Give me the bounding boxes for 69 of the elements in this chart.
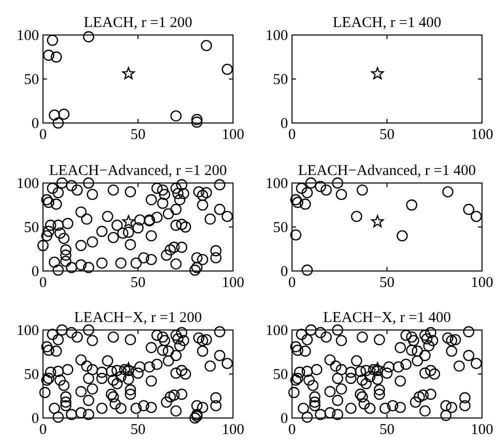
point [302, 264, 313, 276]
point [122, 67, 135, 80]
point [290, 194, 302, 206]
point [222, 64, 233, 75]
x-tick-label: 50 [380, 275, 394, 291]
y-tick-label: 0 [280, 411, 288, 427]
point [463, 204, 474, 215]
point [52, 117, 64, 129]
point [296, 182, 308, 194]
point [302, 187, 313, 198]
y-tick-label: 50 [273, 367, 288, 383]
point [336, 188, 347, 200]
point [320, 184, 332, 196]
y-tick-label: 100 [266, 176, 288, 192]
point [305, 177, 317, 189]
point [371, 215, 384, 228]
point [290, 229, 302, 241]
x-tick-label: 50 [130, 275, 146, 291]
x-tick-label: 50 [130, 422, 146, 438]
y-tick-label: 100 [16, 176, 39, 192]
y-tick-label: 0 [280, 264, 288, 280]
point [332, 177, 344, 189]
y-tick-label: 100 [16, 323, 39, 339]
x-tick-label: 100 [222, 127, 244, 143]
x-tick-label: 100 [470, 422, 494, 438]
y-tick-label: 100 [16, 28, 39, 44]
y-tick-label: 50 [24, 220, 39, 236]
x-tick-label: 100 [222, 422, 244, 438]
x-tick-label: 50 [380, 127, 394, 143]
point [58, 108, 70, 120]
chart-title: LEACH−Advanced, r =1 200 [49, 163, 227, 179]
x-tick-label: 50 [130, 127, 146, 143]
y-tick-label: 50 [273, 220, 288, 236]
point [43, 50, 54, 61]
y-tick-label: 50 [273, 72, 288, 88]
y-tick-label: 0 [32, 411, 39, 427]
point [46, 34, 58, 46]
chart-title: LEACH, r =1 200 [84, 15, 192, 31]
chart-title: LEACH−X, r =1 200 [74, 310, 202, 326]
point [292, 196, 304, 208]
point [83, 31, 94, 42]
chart-title: LEACH−Advanced, r =1 400 [298, 163, 476, 179]
chart-title: LEACH−X, r =1 400 [323, 310, 451, 326]
point [470, 210, 482, 222]
y-tick-label: 0 [32, 264, 39, 280]
point [300, 198, 311, 210]
point [50, 51, 62, 63]
y-tick-label: 0 [280, 116, 288, 132]
point [200, 40, 212, 52]
chart-title: LEACH, r =1 400 [332, 15, 442, 31]
point [351, 210, 362, 222]
point [314, 180, 326, 192]
point [356, 184, 368, 196]
point [170, 110, 182, 122]
y-tick-label: 50 [24, 367, 39, 383]
point [48, 109, 60, 121]
point [406, 199, 418, 211]
point [396, 230, 408, 242]
y-tick-label: 100 [266, 323, 288, 339]
x-tick-label: 100 [222, 275, 244, 291]
x-tick-label: 100 [470, 127, 494, 143]
point [191, 114, 202, 126]
point [442, 186, 454, 198]
x-tick-label: 50 [380, 422, 394, 438]
y-tick-label: 50 [24, 72, 39, 88]
x-tick-label: 100 [470, 275, 494, 291]
point [191, 116, 202, 128]
y-tick-label: 100 [266, 28, 288, 44]
y-tick-label: 0 [32, 116, 39, 132]
